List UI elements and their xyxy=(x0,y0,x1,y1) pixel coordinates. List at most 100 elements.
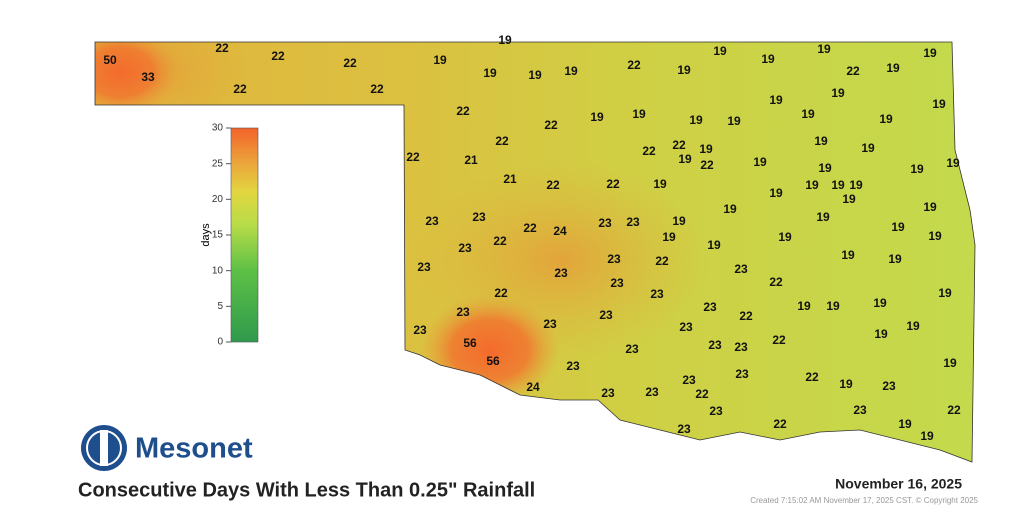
station-value: 23 xyxy=(566,359,580,373)
station-value: 19 xyxy=(483,66,497,80)
station-value: 23 xyxy=(472,210,486,224)
station-value: 23 xyxy=(425,214,439,228)
station-value: 19 xyxy=(653,177,667,191)
station-value: 19 xyxy=(528,68,542,82)
station-value: 22 xyxy=(627,58,641,72)
station-value: 19 xyxy=(805,178,819,192)
station-value: 23 xyxy=(708,338,722,352)
station-value: 19 xyxy=(689,113,703,127)
station-value: 23 xyxy=(734,262,748,276)
title: Consecutive Days With Less Than 0.25" Ra… xyxy=(78,479,535,501)
station-value: 19 xyxy=(861,141,875,155)
station-value: 23 xyxy=(458,241,472,255)
station-value: 19 xyxy=(753,155,767,169)
station-value: 19 xyxy=(713,44,727,58)
colorbar-tick-label: 0 xyxy=(217,337,223,348)
station-value: 19 xyxy=(928,229,942,243)
station-value: 22 xyxy=(406,150,420,164)
station-value: 22 xyxy=(672,138,686,152)
station-value: 23 xyxy=(554,266,568,280)
station-value: 23 xyxy=(645,385,659,399)
station-value: 21 xyxy=(464,153,478,167)
station-value: 19 xyxy=(632,107,646,121)
station-value: 19 xyxy=(590,110,604,124)
station-value: 23 xyxy=(650,287,664,301)
station-value: 23 xyxy=(709,404,723,418)
station-value: 19 xyxy=(888,252,902,266)
station-value: 23 xyxy=(625,342,639,356)
logo-text: Mesonet xyxy=(135,433,253,465)
station-value: 19 xyxy=(826,299,840,313)
station-value: 19 xyxy=(923,200,937,214)
station-value: 19 xyxy=(910,162,924,176)
station-value: 22 xyxy=(947,403,961,417)
colorbar-tick-label: 10 xyxy=(212,265,224,276)
station-value: 22 xyxy=(606,177,620,191)
station-value: 19 xyxy=(707,238,721,252)
station-value: 19 xyxy=(879,112,893,126)
station-value: 19 xyxy=(831,178,845,192)
station-value: 22 xyxy=(700,158,714,172)
station-value: 22 xyxy=(546,178,560,192)
station-value: 19 xyxy=(841,248,855,262)
station-value: 19 xyxy=(564,64,578,78)
station-value: 23 xyxy=(853,403,867,417)
station-value: 19 xyxy=(678,152,692,166)
station-value: 22 xyxy=(233,82,247,96)
colorbar-tick-label: 30 xyxy=(212,123,224,134)
created-note: Created 7:15:02 AM November 17, 2025 CST… xyxy=(750,496,978,505)
station-value: 19 xyxy=(923,46,937,60)
station-value: 24 xyxy=(553,224,567,238)
station-value: 56 xyxy=(463,336,477,350)
station-value: 23 xyxy=(598,216,612,230)
colorbar-tick-label: 25 xyxy=(212,158,224,169)
station-value: 19 xyxy=(672,214,686,228)
station-value: 22 xyxy=(494,286,508,300)
station-value: 22 xyxy=(805,370,819,384)
station-value: 23 xyxy=(734,340,748,354)
station-value: 23 xyxy=(413,323,427,337)
station-value: 23 xyxy=(626,215,640,229)
station-value: 23 xyxy=(601,386,615,400)
station-value: 19 xyxy=(498,33,512,47)
station-value: 19 xyxy=(817,42,831,56)
station-value: 22 xyxy=(642,144,656,158)
colorbar xyxy=(230,127,259,343)
station-value: 19 xyxy=(816,210,830,224)
station-value: 22 xyxy=(773,417,787,431)
station-value: 19 xyxy=(873,296,887,310)
station-value: 19 xyxy=(898,417,912,431)
station-value: 23 xyxy=(610,276,624,290)
station-value: 22 xyxy=(493,234,507,248)
station-value: 19 xyxy=(891,220,905,234)
logo: Mesonet xyxy=(81,425,253,471)
station-value: 22 xyxy=(695,387,709,401)
station-value: 22 xyxy=(772,333,786,347)
station-value: 23 xyxy=(607,252,621,266)
station-value: 19 xyxy=(906,319,920,333)
state-outline xyxy=(94,41,976,463)
station-value: 23 xyxy=(882,379,896,393)
station-value: 19 xyxy=(723,202,737,216)
station-value: 22 xyxy=(456,104,470,118)
station-value: 19 xyxy=(727,114,741,128)
station-value: 19 xyxy=(874,327,888,341)
station-value: 23 xyxy=(417,260,431,274)
station-value: 22 xyxy=(739,309,753,323)
station-value: 19 xyxy=(831,86,845,100)
station-value: 19 xyxy=(761,52,775,66)
station-value: 23 xyxy=(682,373,696,387)
station-value: 22 xyxy=(523,221,537,235)
station-value: 22 xyxy=(343,56,357,70)
station-value: 19 xyxy=(797,299,811,313)
station-value: 19 xyxy=(842,192,856,206)
station-value: 23 xyxy=(543,317,557,331)
station-value: 19 xyxy=(769,93,783,107)
station-value: 19 xyxy=(778,230,792,244)
colorbar-label: days xyxy=(200,223,212,247)
station-value: 33 xyxy=(141,70,155,84)
station-value: 19 xyxy=(699,142,713,156)
station-value: 22 xyxy=(370,82,384,96)
colorbar-tick-label: 20 xyxy=(212,194,224,205)
